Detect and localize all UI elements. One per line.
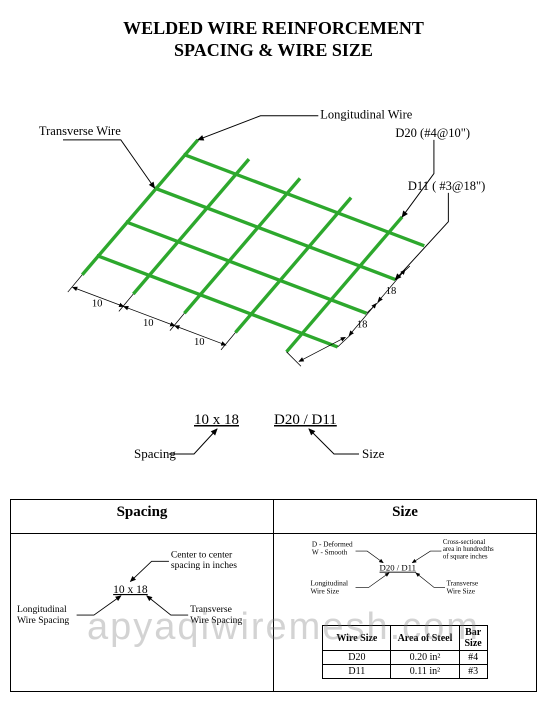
grid-svg: Longitudinal Wire D20 (#4@10") D11 ( #3@…	[10, 81, 537, 401]
dims-left	[68, 275, 236, 350]
spacing-header: Spacing	[11, 500, 274, 534]
table-row: D20 0.20 in² #4	[323, 651, 487, 665]
svg-text:Transverse Wire Size: Transverse Wire Size	[446, 579, 479, 595]
info-table: Spacing Size 10 x 18 Center to center sp…	[10, 499, 537, 692]
label-transverse: Transverse Wire	[39, 124, 121, 138]
svg-text:D20 / D11: D20 / D11	[380, 563, 417, 573]
page-title: WELDED WIRE REINFORCEMENT SPACING & WIRE…	[10, 18, 537, 61]
title-line-2: SPACING & WIRE SIZE	[174, 40, 373, 60]
dims-left-text: 10 10 10	[92, 299, 205, 349]
size-header: Size	[274, 500, 537, 534]
label-d20: D20 (#4@10")	[395, 126, 470, 140]
svg-text:18: 18	[386, 286, 397, 297]
table-row: D11 0.11 in² #3	[323, 665, 487, 679]
spacing-cell: 10 x 18 Center to center spacing in inch…	[11, 534, 274, 692]
dims-right-text: 18 18	[357, 286, 396, 331]
size-label: Size	[362, 446, 385, 461]
bottom-label-svg: 10 x 18 D20 / D11 Spacing Size	[134, 409, 414, 464]
spacing-cell-svg: 10 x 18 Center to center spacing in inch…	[17, 538, 267, 648]
callout-text: Longitudinal Wire D20 (#4@10") D11 ( #3@…	[39, 108, 485, 193]
svg-text:10: 10	[143, 318, 154, 329]
size-value: D20 / D11	[274, 412, 337, 428]
svg-text:Center to center spa: Center to center spacing in inches	[171, 550, 237, 572]
spacing-label: Spacing	[134, 446, 176, 461]
wire-grid	[82, 140, 424, 352]
svg-text:Cross-sectional area: Cross-sectional area in hundredths of sq…	[443, 539, 496, 561]
svg-text:10: 10	[194, 337, 205, 348]
callouts	[63, 116, 448, 280]
spacing-value: 10 x 18	[194, 412, 239, 428]
title-line-1: WELDED WIRE REINFORCEMENT	[123, 18, 424, 38]
wire-size-table: Wire Size Area of Steel Bar Size D20 0.2…	[322, 625, 487, 679]
svg-text:Longitudinal Wire Sp: Longitudinal Wire Spacing	[17, 604, 69, 626]
svg-text:D - Deformed W - Smo: D - Deformed W - Smooth	[312, 541, 355, 557]
label-longitudinal: Longitudinal Wire	[320, 108, 413, 122]
svg-text:Longitudinal Wire Si: Longitudinal Wire Size	[310, 579, 349, 595]
col-area: Area of Steel	[391, 626, 459, 651]
size-cell: D20 / D11 D - Deformed W - Smooth Cross-…	[274, 534, 537, 692]
svg-text:18: 18	[357, 320, 368, 331]
grid-diagram: Longitudinal Wire D20 (#4@10") D11 ( #3@…	[10, 81, 537, 401]
svg-text:Transverse Wire Spac: Transverse Wire Spacing	[190, 604, 242, 626]
svg-text:10 x 18: 10 x 18	[113, 584, 148, 596]
bottom-label-area: 10 x 18 D20 / D11 Spacing Size	[10, 409, 537, 469]
label-d11: D11 ( #3@18")	[408, 179, 485, 193]
col-wire-size: Wire Size	[323, 626, 391, 651]
size-cell-svg: D20 / D11 D - Deformed W - Smooth Cross-…	[280, 538, 530, 618]
svg-text:10: 10	[92, 299, 103, 310]
col-bar-size: Bar Size	[459, 626, 487, 651]
